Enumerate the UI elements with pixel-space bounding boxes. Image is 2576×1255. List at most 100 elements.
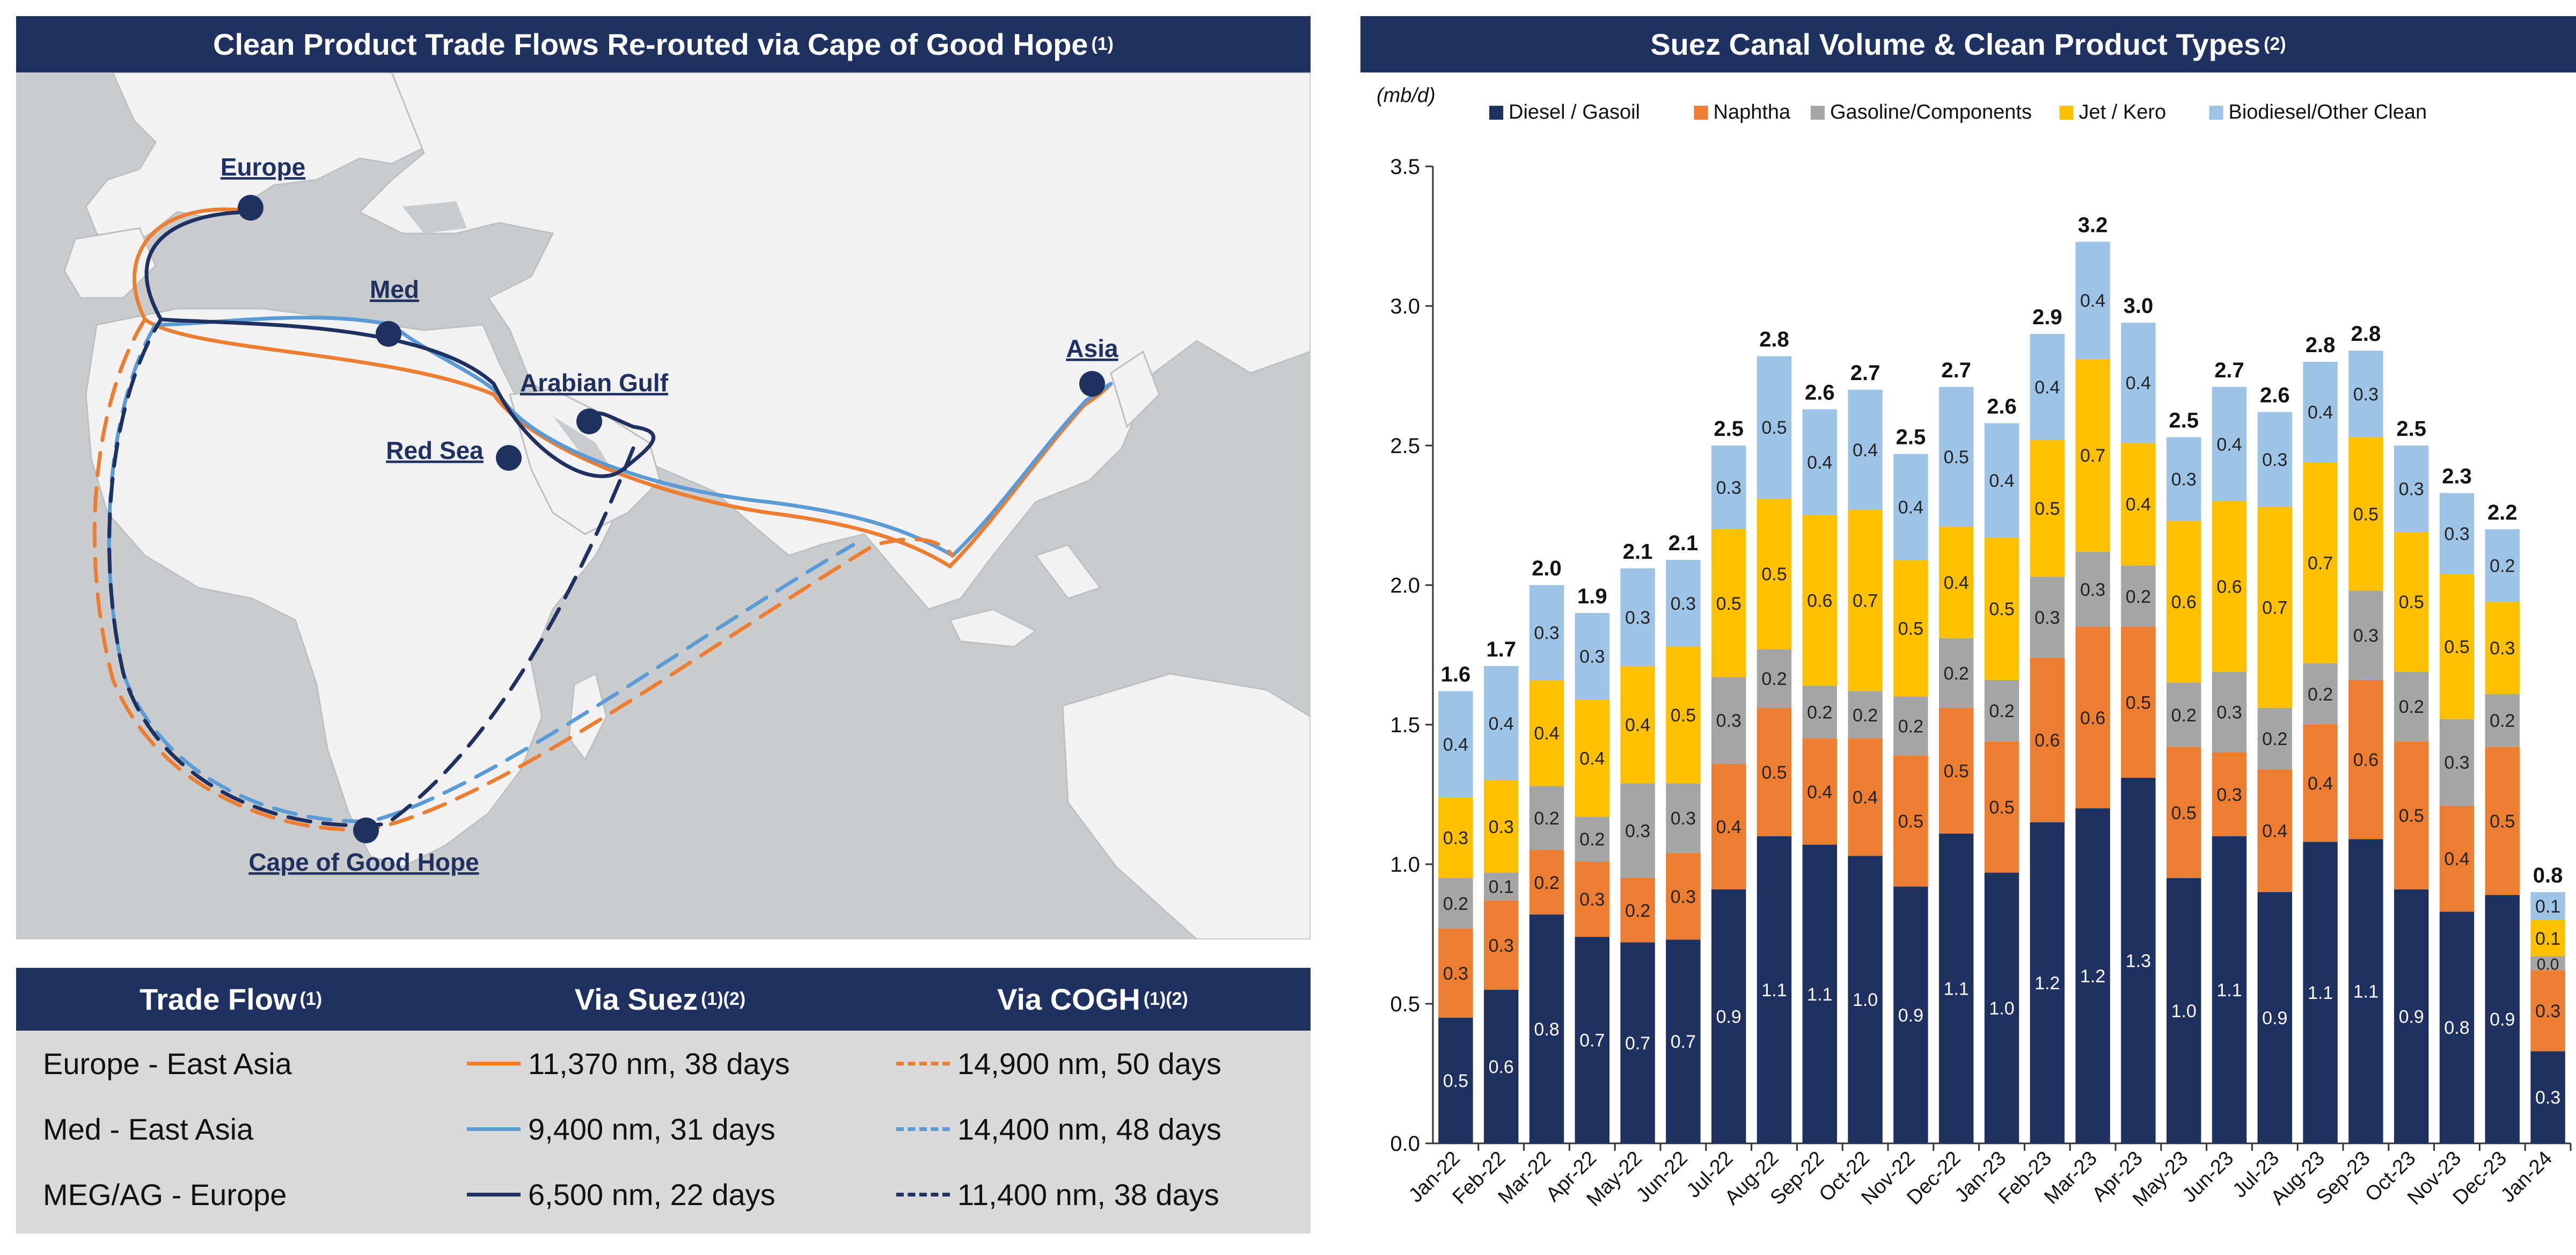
segment-label: 0.5 [1944, 761, 1969, 782]
segment-label: 0.2 [1807, 703, 1832, 723]
cogh-line-swatch [896, 1192, 950, 1196]
segment-label: 1.1 [1761, 980, 1787, 1001]
segment-label: 1.1 [1944, 979, 1969, 999]
map-panel-title: Clean Product Trade Flows Re-routed via … [16, 16, 1311, 72]
bar-segment [1575, 613, 1610, 700]
bar-segment [2394, 446, 2429, 532]
segment-label: 0.3 [1625, 608, 1650, 628]
total-label: 2.6 [1805, 381, 1835, 404]
asia-label: Asia [1066, 334, 1118, 362]
bar-segment [1893, 697, 1928, 756]
bar-segment [2121, 442, 2156, 566]
segment-label: 0.3 [2035, 608, 2060, 628]
bar-segment [2394, 741, 2429, 889]
europe-label: Europe [221, 153, 305, 181]
segment-label: 0.4 [1625, 715, 1650, 735]
header-via-suez-note: (1)(2) [701, 989, 746, 1009]
bar-segment [1893, 560, 1928, 697]
row-cogh: 14,400 nm, 48 days [896, 1096, 1221, 1162]
cape-label: Cape of Good Hope [248, 848, 479, 876]
map-panel-title-text: Clean Product Trade Flows Re-routed via … [213, 27, 1088, 61]
segment-label: 0.2 [2490, 556, 2515, 577]
bar-segment [2212, 386, 2247, 501]
total-label: 2.7 [1941, 359, 1971, 382]
segment-label: 0.3 [2216, 785, 2242, 805]
segment-label: 0.4 [2035, 377, 2060, 398]
table-row: MEG/AG - Europe 6,500 nm, 22 days 11,400… [16, 1162, 1311, 1227]
segment-label: 0.4 [1716, 817, 1741, 837]
total-label: 2.8 [1759, 328, 1789, 352]
bar-segment [1483, 872, 1519, 901]
asia-marker [1079, 371, 1105, 397]
segment-label: 0.2 [1534, 808, 1559, 829]
total-label: 2.3 [2442, 464, 2472, 488]
bar-segment [1529, 850, 1564, 915]
bar-segment [2166, 747, 2201, 878]
bar-segment [1483, 666, 1519, 780]
total-label: 2.8 [2306, 333, 2336, 357]
segment-label: 0.9 [1898, 1005, 1923, 1026]
map-panel-title-note: (1) [1091, 34, 1114, 54]
bar-segment [2257, 507, 2293, 708]
header-via-suez: Via Suez (1)(2) [445, 968, 875, 1031]
total-label: 3.0 [2124, 294, 2154, 318]
cape-marker [353, 818, 379, 843]
red-sea-marker [496, 445, 522, 471]
legend-label: Diesel / Gasoil [1509, 101, 1640, 123]
segment-label: 0.2 [1761, 669, 1787, 689]
bar-segment [1757, 836, 1792, 1143]
bar-segment [2166, 878, 2201, 1143]
segment-label: 0.5 [1716, 594, 1741, 614]
bar-segment [1529, 914, 1564, 1143]
bar-segment [1438, 797, 1473, 878]
row-suez: 11,370 nm, 38 days [467, 1031, 790, 1096]
trade-table-body: Europe - East Asia 11,370 nm, 38 days 14… [16, 1031, 1311, 1234]
legend-swatch [1489, 106, 1503, 120]
bar-segment [1802, 409, 1838, 515]
suez-line-swatch [467, 1192, 521, 1196]
bar-segment [1575, 861, 1610, 937]
bar-segment [2348, 590, 2383, 680]
segment-label: 0.4 [1853, 440, 1878, 461]
segment-label: 0.7 [2308, 553, 2333, 573]
segment-label: 0.9 [2490, 1010, 2515, 1030]
x-tick-label: Jun-23 [2178, 1147, 2238, 1207]
y-tick-label: 2.0 [1390, 574, 1420, 597]
y-tick-label: 0.0 [1390, 1132, 1420, 1156]
segment-label: 0.3 [1489, 817, 1514, 837]
row-suez: 6,500 nm, 22 days [467, 1162, 775, 1227]
bar-segment [2166, 521, 2201, 683]
bar-segment [1711, 446, 1746, 529]
segment-label: 1.1 [2308, 983, 2333, 1003]
segment-label: 0.9 [1716, 1006, 1741, 1027]
segment-label: 1.2 [2080, 966, 2105, 987]
total-label: 2.5 [1896, 426, 1926, 449]
segment-label: 0.2 [1534, 873, 1559, 893]
segment-label: 0.7 [2080, 446, 2105, 466]
bar-segment [1848, 739, 1883, 856]
bar-segment [1938, 638, 1974, 708]
bar-segment [2121, 565, 2156, 627]
segment-label: 0.4 [2126, 373, 2151, 393]
bar-segment [2075, 242, 2110, 359]
segment-label: 0.4 [2080, 291, 2105, 311]
stacked-bar-chart: (mb/d) Diesel / Gasoil Naphtha Gasoline/Com… [1377, 84, 2572, 1211]
legend-label: Jet / Kero [2079, 101, 2167, 123]
segment-label: 0.5 [1761, 564, 1787, 585]
segment-label: 1.0 [1989, 998, 2014, 1019]
y-tick-label: 3.0 [1390, 295, 1420, 318]
bar-segment [1575, 816, 1610, 862]
segment-label: 0.7 [2262, 598, 2287, 618]
segment-label: 0.5 [1761, 418, 1787, 438]
bar-segment [2394, 889, 2429, 1143]
table-row: Med - East Asia 9,400 nm, 31 days 14,400… [16, 1096, 1311, 1162]
segment-label: 0.3 [2444, 524, 2469, 544]
segment-label: 0.8 [2444, 1018, 2469, 1038]
header-via-cogh: Via COGH (1)(2) [875, 968, 1311, 1031]
location-markers [238, 195, 1105, 843]
segment-label: 0.6 [1489, 1057, 1514, 1077]
bar-segment [2121, 777, 2156, 1143]
bar-segment [2530, 1051, 2565, 1143]
segment-label: 0.2 [1625, 901, 1650, 921]
trade-route-map: Europe Med Arabian Gulf Red Sea Asia Cap… [16, 72, 1311, 939]
